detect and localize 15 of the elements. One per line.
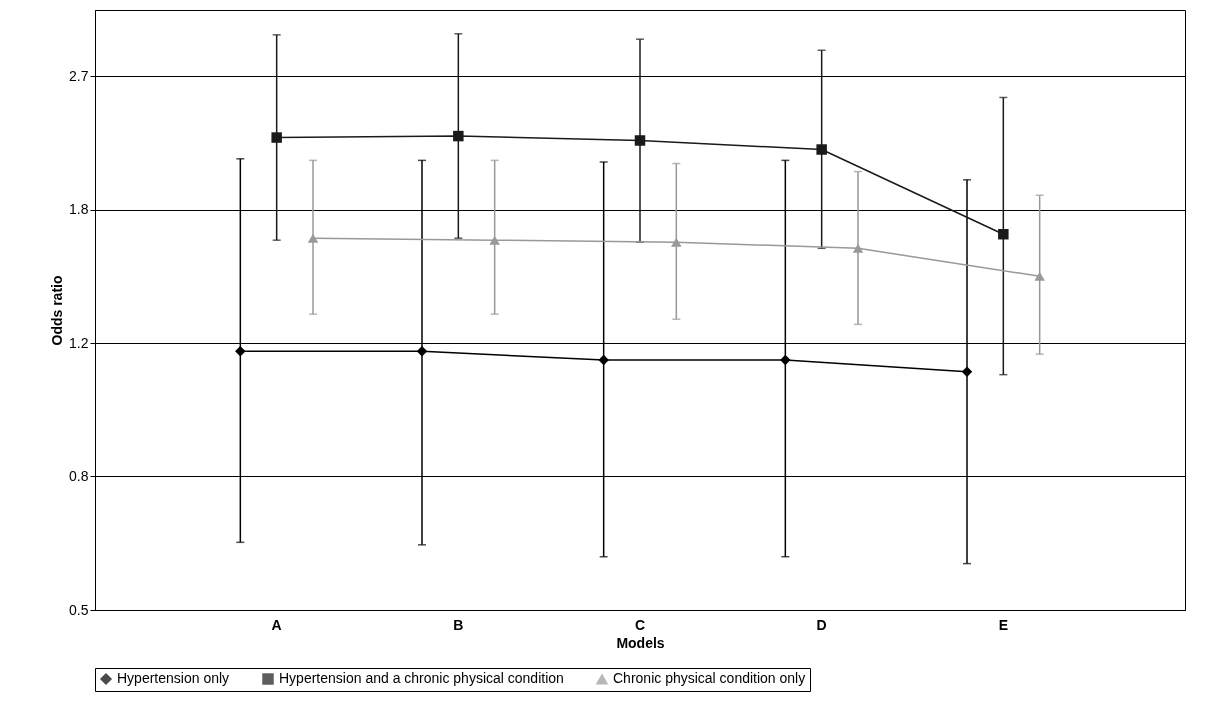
y-tick-label: 2.7: [69, 67, 89, 84]
x-tick-label: C: [634, 616, 646, 633]
legend-label: Hypertension and a chronic physical condition: [279, 670, 564, 686]
y-tick-label: 1.8: [69, 201, 89, 218]
y-tick-label: 0.5: [69, 601, 89, 618]
y-tick-label: 1.2: [69, 334, 89, 351]
x-tick-label: E: [998, 616, 1009, 633]
x-axis-title: Models: [616, 634, 665, 651]
x-tick-label: D: [816, 616, 827, 633]
legend-label: Chronic physical condition only: [613, 670, 806, 687]
y-tick-label: 0.8: [69, 468, 89, 484]
x-tick-label: A: [271, 616, 282, 633]
legend-label: Hypertension only: [117, 670, 230, 686]
x-tick-label: B: [453, 616, 464, 633]
y-axis-title: Odds ratio: [49, 275, 66, 346]
